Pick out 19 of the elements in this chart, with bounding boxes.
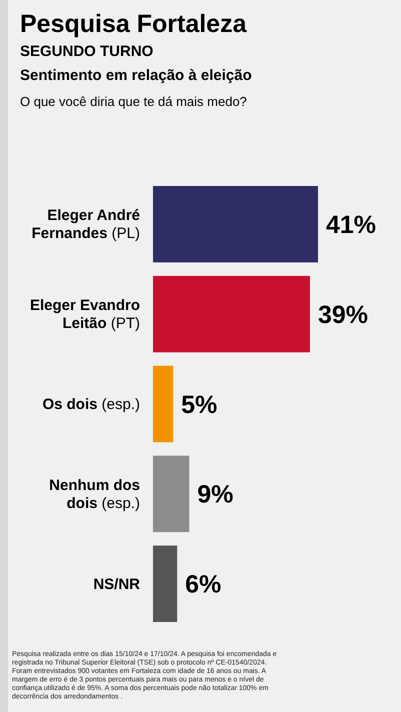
data-label: 6% [185, 570, 222, 599]
y-tick-label: Nenhum dos dois (esp.) [49, 476, 140, 512]
bar [153, 186, 318, 262]
chart-subtitle: SEGUNDO TURNO [20, 43, 154, 60]
bar [153, 366, 174, 442]
chart-title: Pesquisa Fortaleza [20, 10, 248, 38]
y-tick-label: Eleger André Fernandes (PL) [32, 207, 140, 242]
bar [153, 546, 178, 622]
y-tick-label: NS/NR [93, 576, 140, 593]
text: Sentimento em relação à eleição [20, 67, 252, 84]
text: O que você diria que te dá mais medo? [20, 94, 247, 109]
bar [153, 276, 310, 352]
data-label: 39% [318, 300, 368, 329]
y-tick-label: Eleger Evandro Leitão (PT) [30, 297, 140, 332]
y-tick-label: Os dois (esp.) [42, 396, 140, 413]
data-label: 41% [326, 210, 376, 239]
data-label: 9% [197, 480, 234, 509]
bar [153, 456, 190, 532]
data-label: 5% [181, 390, 218, 419]
